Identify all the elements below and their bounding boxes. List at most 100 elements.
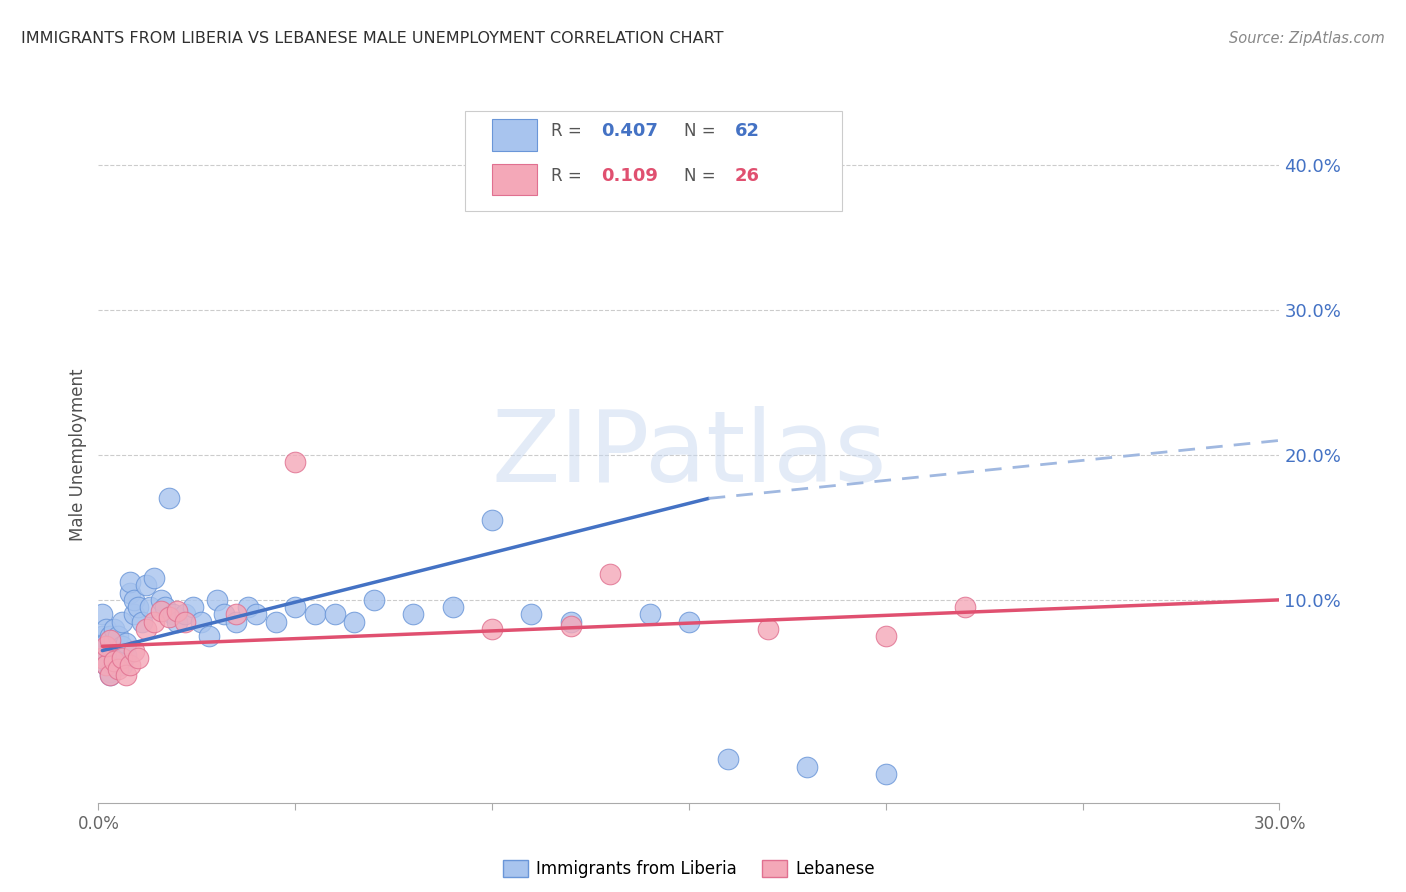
Point <box>560 615 582 629</box>
Point <box>122 592 145 607</box>
Point <box>343 615 366 629</box>
Point <box>96 651 118 665</box>
Point <box>98 668 121 682</box>
Text: 26: 26 <box>735 167 761 185</box>
Point <box>111 651 134 665</box>
FancyBboxPatch shape <box>464 111 842 211</box>
Point <box>481 622 503 636</box>
Point <box>155 600 177 615</box>
Point <box>96 639 118 653</box>
Point <box>98 668 121 682</box>
Point <box>142 571 165 585</box>
Text: N =: N = <box>685 122 721 140</box>
Point <box>135 578 157 592</box>
Point <box>197 629 219 643</box>
Legend: Immigrants from Liberia, Lebanese: Immigrants from Liberia, Lebanese <box>496 854 882 885</box>
Point <box>118 575 141 590</box>
Point <box>91 643 114 657</box>
Point <box>111 639 134 653</box>
Point <box>135 622 157 636</box>
Point <box>91 651 114 665</box>
Point <box>174 607 197 622</box>
Point <box>122 607 145 622</box>
Text: R =: R = <box>551 122 586 140</box>
Point <box>103 622 125 636</box>
Point <box>599 566 621 581</box>
Point <box>953 600 976 615</box>
FancyBboxPatch shape <box>492 163 537 195</box>
Point <box>115 668 138 682</box>
Point <box>638 607 661 622</box>
Point <box>107 654 129 668</box>
Point <box>166 615 188 629</box>
Point <box>481 513 503 527</box>
Point <box>678 615 700 629</box>
Point <box>284 600 307 615</box>
Point <box>98 633 121 648</box>
Point <box>323 607 346 622</box>
Point <box>107 629 129 643</box>
Point <box>174 615 197 629</box>
Point <box>150 605 173 619</box>
Point <box>162 607 184 622</box>
Point <box>264 615 287 629</box>
Point <box>98 639 121 653</box>
Point <box>107 643 129 657</box>
Point <box>756 622 779 636</box>
Point <box>111 615 134 629</box>
Point <box>560 619 582 633</box>
Point <box>115 636 138 650</box>
Point <box>98 665 121 680</box>
Point <box>118 585 141 599</box>
Point <box>138 600 160 615</box>
Text: 0.109: 0.109 <box>602 167 658 185</box>
Point <box>157 491 180 506</box>
Text: IMMIGRANTS FROM LIBERIA VS LEBANESE MALE UNEMPLOYMENT CORRELATION CHART: IMMIGRANTS FROM LIBERIA VS LEBANESE MALE… <box>21 31 724 46</box>
Point <box>190 615 212 629</box>
Point <box>91 607 114 622</box>
Point <box>214 607 236 622</box>
Point <box>115 648 138 662</box>
Point <box>103 633 125 648</box>
Text: R =: R = <box>551 167 586 185</box>
Point <box>441 600 464 615</box>
FancyBboxPatch shape <box>492 119 537 151</box>
Point <box>127 651 149 665</box>
Point <box>304 607 326 622</box>
Point <box>225 607 247 622</box>
Text: N =: N = <box>685 167 721 185</box>
Text: Source: ZipAtlas.com: Source: ZipAtlas.com <box>1229 31 1385 46</box>
Point <box>875 766 897 781</box>
Text: ZIPatlas: ZIPatlas <box>491 407 887 503</box>
Point <box>98 629 121 643</box>
Point <box>166 605 188 619</box>
Point <box>131 615 153 629</box>
Point <box>122 643 145 657</box>
Point <box>402 607 425 622</box>
Point <box>103 651 125 665</box>
Point <box>96 636 118 650</box>
Point <box>875 629 897 643</box>
Point <box>225 615 247 629</box>
Point <box>236 600 259 615</box>
Point <box>107 662 129 676</box>
Point <box>96 622 118 636</box>
Point <box>181 600 204 615</box>
Point <box>796 759 818 773</box>
Point <box>245 607 267 622</box>
Text: 0.407: 0.407 <box>602 122 658 140</box>
Point <box>284 455 307 469</box>
Point <box>91 629 114 643</box>
Point <box>96 658 118 673</box>
Point <box>103 654 125 668</box>
Point <box>157 610 180 624</box>
Point <box>520 607 543 622</box>
Text: 62: 62 <box>735 122 761 140</box>
Point <box>150 592 173 607</box>
Point <box>127 600 149 615</box>
Point <box>205 592 228 607</box>
Point <box>717 752 740 766</box>
Point <box>103 658 125 673</box>
Point <box>363 592 385 607</box>
Point <box>142 615 165 629</box>
